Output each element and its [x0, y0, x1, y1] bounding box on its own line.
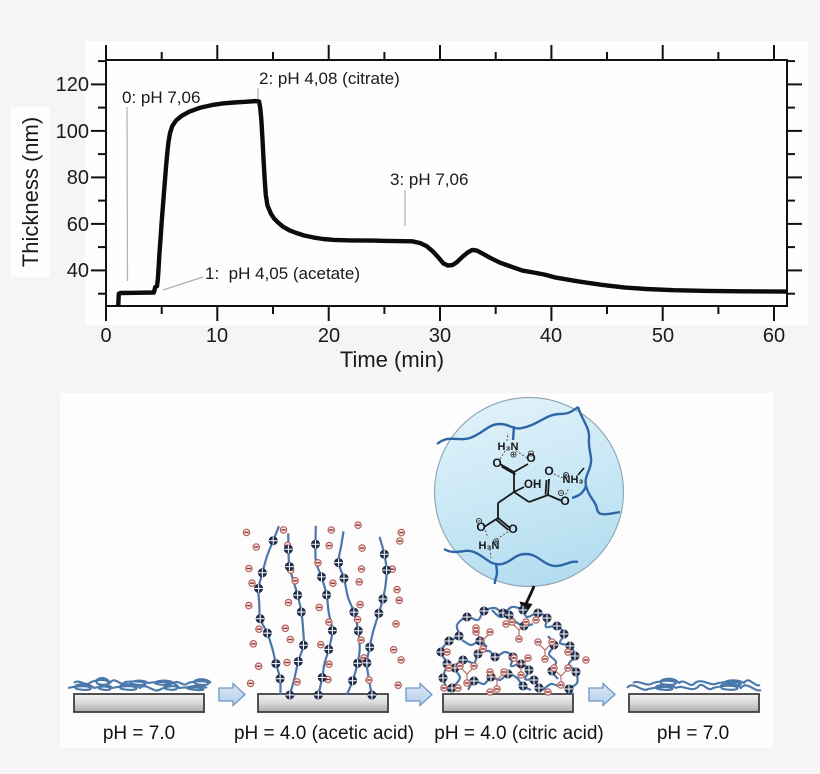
svg-text:50: 50	[652, 325, 674, 347]
svg-text:pH = 4.0 (citric acid): pH = 4.0 (citric acid)	[434, 723, 603, 744]
svg-text:Thickness (nm): Thickness (nm)	[18, 117, 43, 267]
svg-text:60: 60	[67, 214, 89, 236]
svg-text:O: O	[526, 451, 535, 465]
svg-text:0: 0	[100, 325, 111, 347]
svg-text:1: pH 4,05 (acetate): 1: pH 4,05 (acetate)	[205, 264, 360, 283]
svg-text:pH = 7.0: pH = 7.0	[657, 723, 729, 744]
svg-text:O: O	[544, 464, 553, 478]
svg-text:pH = 4.0 (acetic acid): pH = 4.0 (acetic acid)	[234, 723, 414, 744]
svg-text:O: O	[476, 520, 485, 534]
svg-text:O: O	[508, 522, 517, 536]
svg-text:pH = 7.0: pH = 7.0	[103, 723, 175, 744]
svg-text:30: 30	[429, 325, 451, 347]
svg-text:100: 100	[56, 121, 89, 143]
svg-text:20: 20	[318, 325, 340, 347]
svg-text:H₃N: H₃N	[498, 441, 519, 453]
svg-text:0: pH 7,06: 0: pH 7,06	[122, 88, 200, 107]
svg-text:O: O	[560, 494, 569, 508]
svg-text:OH: OH	[524, 479, 541, 491]
svg-text:60: 60	[763, 325, 785, 347]
svg-text:3: pH 7,06: 3: pH 7,06	[390, 170, 468, 189]
svg-text:120: 120	[56, 74, 89, 96]
svg-text:O: O	[492, 456, 501, 470]
svg-text:40: 40	[540, 325, 562, 347]
svg-text:10: 10	[206, 325, 228, 347]
svg-text:Time (min): Time (min)	[340, 347, 444, 372]
svg-text:40: 40	[67, 260, 89, 282]
svg-text:80: 80	[67, 167, 89, 189]
svg-text:2: pH 4,08 (citrate): 2: pH 4,08 (citrate)	[259, 69, 400, 88]
